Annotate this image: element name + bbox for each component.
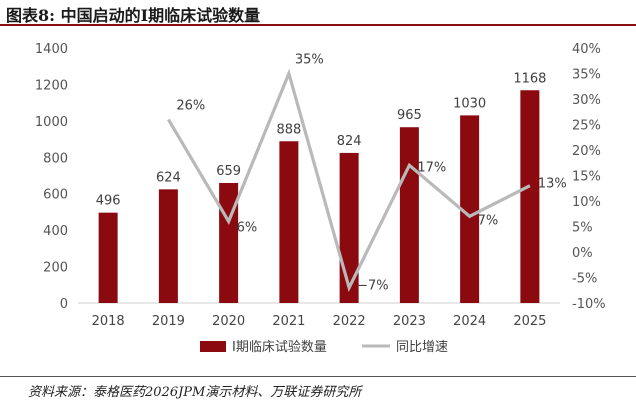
right-tick-label: 10% bbox=[572, 195, 601, 210]
bar bbox=[339, 152, 359, 303]
growth-line bbox=[166, 68, 531, 293]
legend: I期临床试验数量 同比增速 bbox=[200, 339, 448, 355]
x-tick-label: 2025 bbox=[513, 314, 546, 329]
right-tick-label: -10% bbox=[572, 297, 606, 312]
line-data-label: 6% bbox=[237, 220, 258, 235]
line-series bbox=[166, 68, 531, 293]
line-data-label: 17% bbox=[417, 160, 446, 175]
x-axis: 2018 2019 2020 2021 2022 2023 2024 2025 bbox=[92, 314, 547, 329]
bar-data-label: 496 bbox=[96, 194, 121, 209]
x-tick-label: 2020 bbox=[212, 314, 245, 329]
legend-bar-label: I期临床试验数量 bbox=[232, 339, 327, 355]
right-tick-label: 5% bbox=[572, 221, 593, 236]
legend-bar-swatch bbox=[200, 341, 226, 352]
left-tick-label: 600 bbox=[43, 188, 68, 203]
bar-data-label: 1030 bbox=[453, 96, 486, 111]
right-axis: -10% -5% 0% 5% 10% 15% 20% 25% 30% 35% 40% bbox=[572, 42, 606, 312]
line-data-label: 26% bbox=[176, 98, 205, 113]
right-tick-label: 20% bbox=[572, 144, 601, 159]
chart: 0 200 400 600 800 1000 1200 1400 -10% -5% 0% 5% 10%… bbox=[35, 42, 606, 355]
x-tick-label: 2021 bbox=[272, 314, 305, 329]
x-tick-label: 2024 bbox=[453, 314, 486, 329]
left-tick-label: 0 bbox=[60, 297, 68, 312]
bar bbox=[520, 90, 540, 303]
bar-data-label: 965 bbox=[397, 108, 422, 123]
right-tick-label: 25% bbox=[572, 119, 601, 134]
bar bbox=[279, 141, 299, 303]
right-tick-label: 40% bbox=[572, 42, 601, 57]
bar-series bbox=[98, 90, 540, 304]
bar-data-label: 659 bbox=[216, 164, 241, 179]
legend-line-label: 同比增速 bbox=[396, 340, 448, 355]
left-tick-label: 400 bbox=[43, 224, 68, 239]
x-tick-label: 2019 bbox=[152, 314, 185, 329]
left-tick-label: 1000 bbox=[35, 115, 68, 130]
bar bbox=[98, 212, 118, 303]
line-data-labels: 26% 6% 35% −7% 17% 7% 13% bbox=[176, 53, 566, 294]
right-tick-label: 0% bbox=[572, 246, 593, 261]
bar-data-label: 624 bbox=[156, 170, 181, 185]
line-data-label: 13% bbox=[538, 177, 567, 192]
left-tick-label: 1400 bbox=[35, 42, 68, 57]
left-tick-label: 200 bbox=[43, 261, 68, 276]
bottom-rule bbox=[0, 376, 636, 377]
line-data-label: −7% bbox=[357, 279, 389, 294]
left-tick-label: 800 bbox=[43, 151, 68, 166]
x-tick-label: 2023 bbox=[393, 314, 426, 329]
line-data-label: 7% bbox=[478, 213, 499, 228]
top-rule bbox=[0, 24, 636, 26]
figure-title: 图表8: 中国启动的I期临床试验数量 bbox=[6, 6, 261, 25]
right-tick-label: -5% bbox=[572, 272, 597, 287]
left-axis: 0 200 400 600 800 1000 1200 1400 bbox=[35, 42, 560, 312]
bar-data-label: 888 bbox=[276, 122, 301, 137]
bar bbox=[158, 189, 178, 303]
x-tick-label: 2022 bbox=[333, 314, 366, 329]
right-tick-label: 35% bbox=[572, 68, 601, 83]
line-data-label: 35% bbox=[295, 53, 324, 68]
bar-data-label: 824 bbox=[337, 134, 362, 149]
right-tick-label: 15% bbox=[572, 170, 601, 185]
bar-data-labels: 496 624 659 888 824 965 1030 1168 bbox=[96, 71, 547, 208]
bar-data-label: 1168 bbox=[513, 71, 546, 86]
bar bbox=[460, 115, 480, 304]
left-tick-label: 1200 bbox=[35, 78, 68, 93]
x-tick-label: 2018 bbox=[92, 314, 125, 329]
source-note: 资料来源：泰格医药2026JPM演示材料、万联证券研究所 bbox=[28, 385, 362, 400]
bar bbox=[399, 127, 419, 303]
right-tick-label: 30% bbox=[572, 93, 601, 108]
